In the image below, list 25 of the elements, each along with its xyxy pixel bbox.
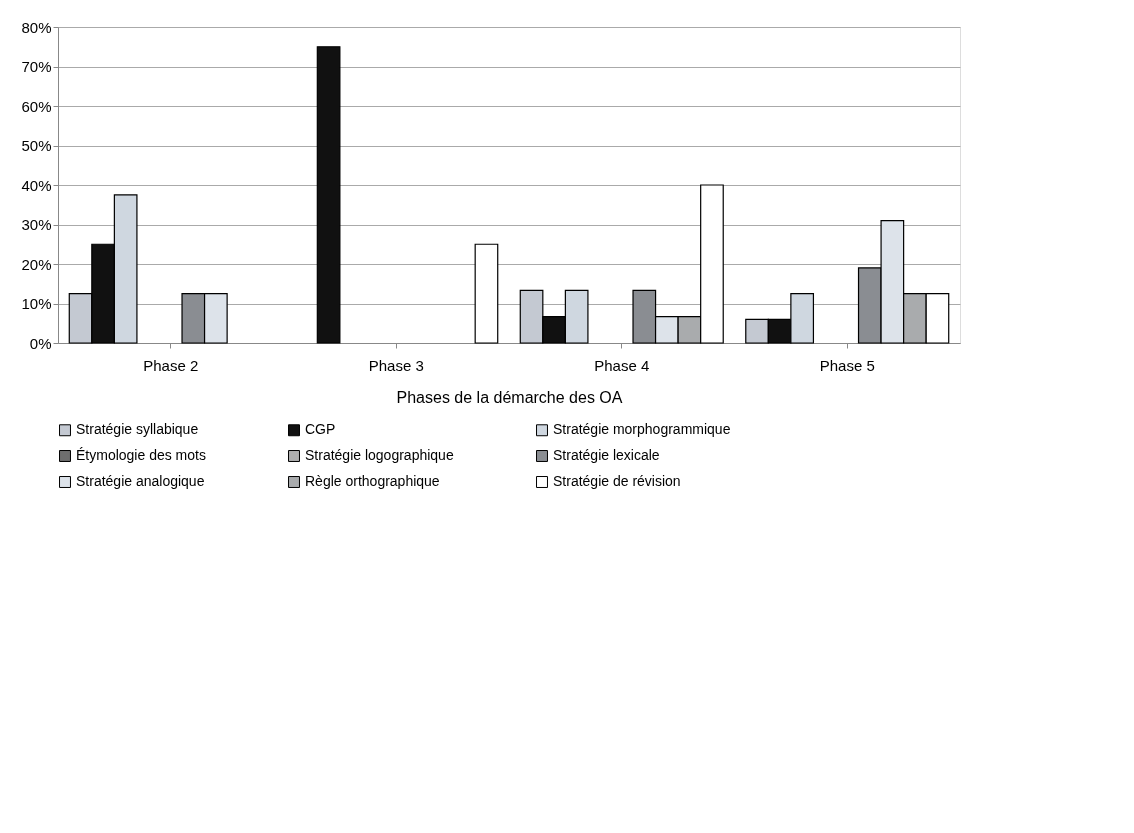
legend-label: CGP bbox=[305, 421, 336, 438]
legend-label: Stratégie lexicale bbox=[553, 447, 660, 463]
legend-label: Étymologie des mots bbox=[76, 447, 206, 463]
y-tick-label: 60% bbox=[21, 97, 52, 115]
x-tick-label: Phase 2 bbox=[143, 356, 199, 374]
y-tick-label: 50% bbox=[21, 137, 52, 154]
legend-label: Stratégie logographique bbox=[305, 447, 454, 463]
legend-label: Stratégie de révision bbox=[553, 473, 681, 489]
legend-label: Règle orthographique bbox=[305, 473, 440, 489]
y-tick-label: 40% bbox=[21, 176, 52, 194]
y-tick-label: 70% bbox=[21, 58, 52, 75]
legend-label: Stratégie analogique bbox=[76, 473, 205, 489]
y-tick-label: 80% bbox=[21, 18, 52, 36]
y-tick-label: 20% bbox=[21, 255, 52, 273]
x-tick-label: Phase 4 bbox=[594, 356, 650, 374]
y-tick-label: 0% bbox=[29, 334, 52, 352]
legend-label: Stratégie morphogrammique bbox=[553, 421, 731, 438]
y-tick-label: 10% bbox=[21, 295, 52, 312]
x-axis-title: Phases de la démarche des OA bbox=[396, 388, 623, 406]
x-tick-label: Phase 3 bbox=[368, 356, 424, 374]
bar bbox=[316, 46, 341, 344]
bar bbox=[474, 243, 499, 344]
y-tick-label: 30% bbox=[21, 216, 52, 233]
legend-label: Stratégie syllabique bbox=[76, 421, 199, 438]
x-tick-label: Phase 5 bbox=[819, 356, 875, 374]
